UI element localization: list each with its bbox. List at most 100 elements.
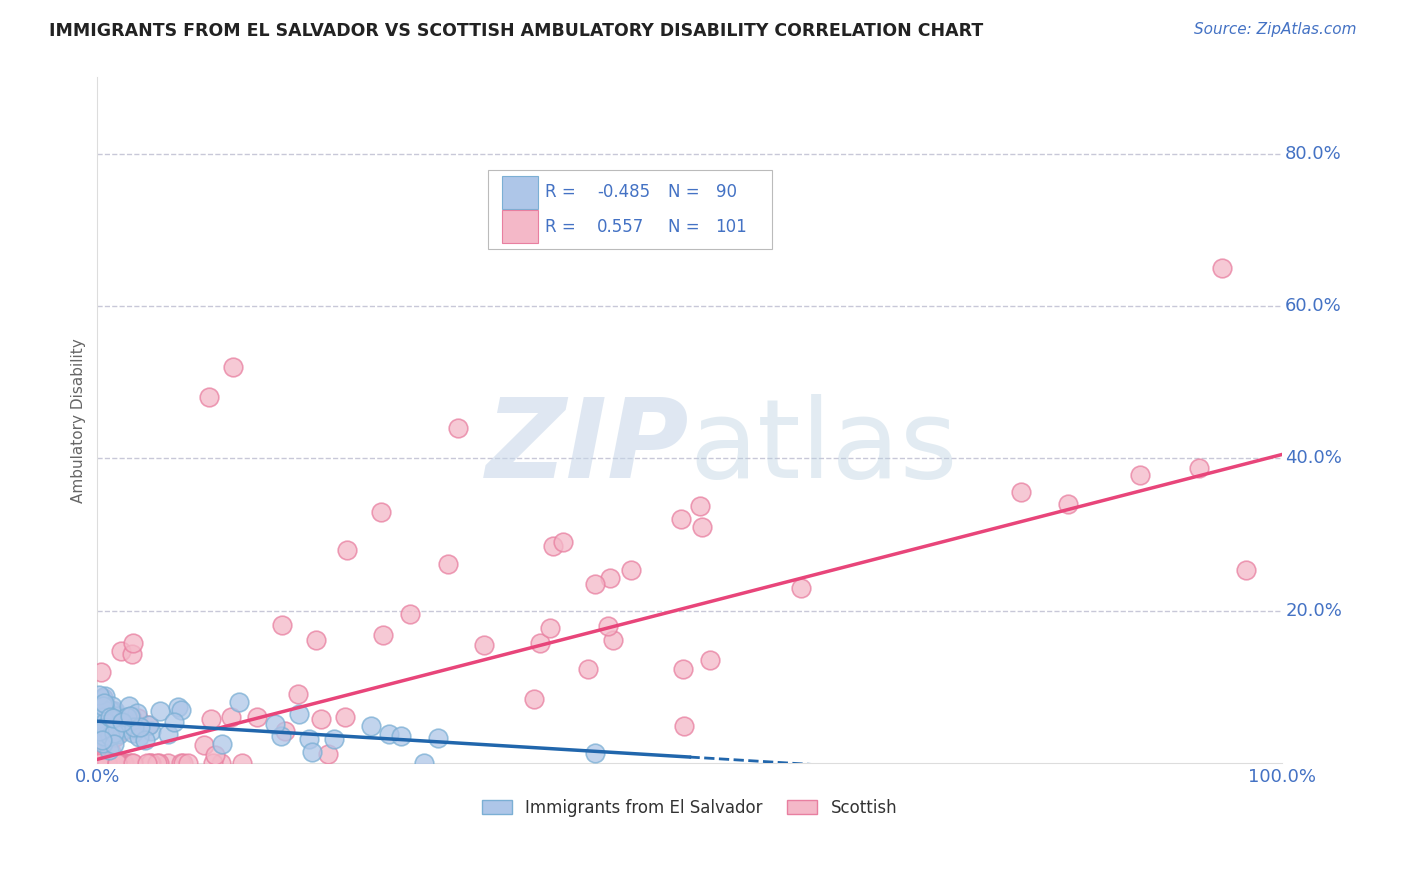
Point [104,731,127,745]
Point [672,662,695,676]
Point [118,709,141,723]
Point [90,701,112,715]
Point [156,727,179,741]
Point [89,756,111,771]
Point [87,732,110,747]
Point [93,706,115,721]
Point [139,756,162,771]
Point [104,704,127,718]
Point [122,720,145,734]
Point [87,703,110,717]
Point [145,756,167,771]
Point [87,714,110,729]
Point [104,714,127,728]
Point [170,756,193,771]
Point [98,710,121,724]
Point [103,711,125,725]
Point [228,695,250,709]
Point [264,716,287,731]
Point [360,719,382,733]
Point [103,726,125,740]
Point [305,633,328,648]
Point [91,722,114,736]
Point [436,557,458,571]
Point [271,617,294,632]
Point [103,756,125,771]
Point [118,756,141,771]
Point [127,711,149,725]
Point [176,756,198,771]
Text: N =: N = [668,218,704,235]
Point [87,714,110,728]
Text: N =: N = [668,183,704,201]
Point [413,756,436,771]
Point [121,726,143,740]
Point [115,710,138,724]
Point [89,756,111,771]
Point [128,730,150,744]
Text: 90: 90 [716,183,737,201]
Point [105,722,128,736]
Point [1128,467,1150,482]
Point [87,756,110,771]
Point [112,718,135,732]
Point [101,698,124,713]
Point [541,539,564,553]
Point [87,728,110,742]
Point [105,709,128,723]
Point [90,665,112,679]
Point [118,699,141,714]
Point [87,725,110,739]
Point [127,720,149,734]
Point [200,712,222,726]
Point [108,714,131,729]
Point [121,756,143,771]
Point [98,729,121,743]
Point [89,723,111,738]
Point [94,725,117,739]
Point [122,723,145,737]
Point [91,710,114,724]
Legend: Immigrants from El Salvador, Scottish: Immigrants from El Salvador, Scottish [475,792,904,823]
Point [94,689,117,703]
Point [602,633,624,648]
Text: R =: R = [546,183,581,201]
Point [1211,260,1233,275]
Point [690,520,713,534]
Point [336,542,359,557]
Point [209,756,232,771]
Point [121,648,143,662]
Point [91,715,114,730]
Point [89,725,111,739]
Point [112,723,135,738]
Point [122,756,145,771]
Point [157,756,180,771]
Point [94,731,117,746]
Point [135,756,157,771]
Point [108,727,131,741]
Point [94,704,117,718]
Point [389,729,412,743]
Point [91,690,114,705]
Text: 20.0%: 20.0% [1285,602,1343,620]
Point [1057,497,1080,511]
Point [94,720,117,734]
Point [93,711,115,725]
Point [105,756,128,771]
Point [170,703,193,717]
Point [100,756,122,771]
Point [91,732,114,747]
Point [790,581,813,595]
Point [91,703,114,717]
Point [87,698,110,712]
Point [91,736,114,750]
Point [689,500,711,514]
Point [93,703,115,717]
Point [136,718,159,732]
Point [204,747,226,762]
Point [111,756,134,771]
FancyBboxPatch shape [502,176,538,209]
Point [128,720,150,734]
Point [90,721,112,735]
Point [529,636,551,650]
